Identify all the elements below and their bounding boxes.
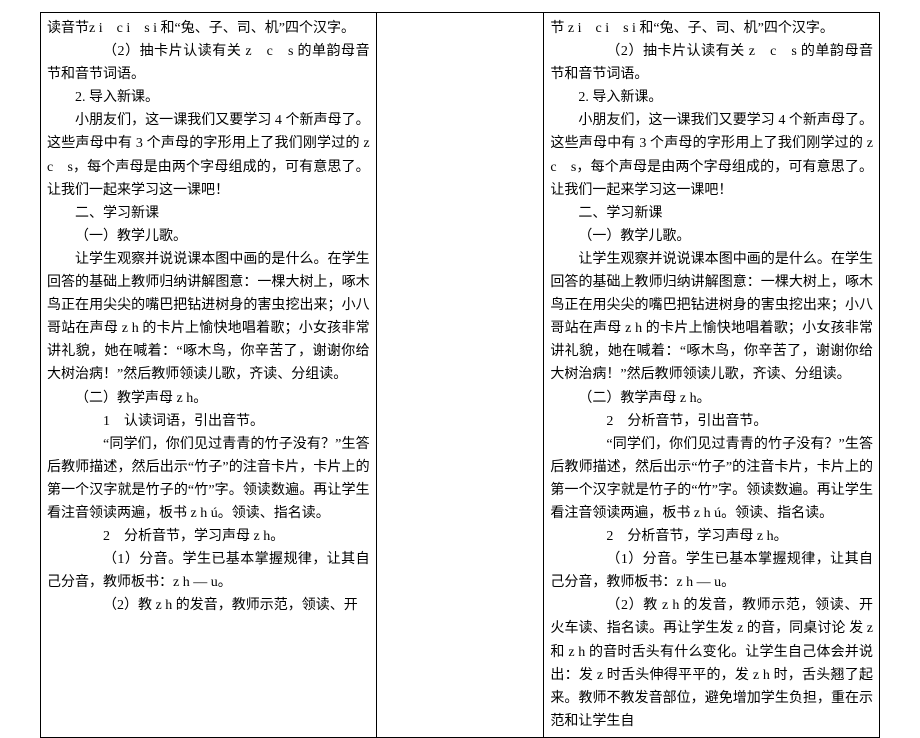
text-line: （2）教 z h 的发音，教师示范，领读、开 [47, 594, 370, 617]
text-line: 2. 导入新课。 [47, 86, 370, 109]
text-line: （2）抽卡片认读有关 z c s 的单韵母音节和音节词语。 [550, 40, 873, 86]
document-page: 读音节z i c i s i 和“兔、子、司、机”四个汉字。 （2）抽卡片认读有… [0, 0, 920, 651]
text-line: 二、学习新课 [47, 202, 370, 225]
middle-column [376, 13, 544, 738]
left-column: 读音节z i c i s i 和“兔、子、司、机”四个汉字。 （2）抽卡片认读有… [41, 13, 377, 738]
text-line: 二、学习新课 [550, 202, 873, 225]
text-line: “同学们，你们见过青青的竹子没有？”生答后教师描述，然后出示“竹子”的注音卡片，… [550, 433, 873, 525]
text-line: （2）教 z h 的发音，教师示范，领读、开火车读、指名读。再让学生发 z 的音… [550, 594, 873, 733]
text-line: 2 分析音节，学习声母 z h。 [550, 525, 873, 548]
text-line: 让学生观察并说说课本图中画的是什么。在学生回答的基础上教师归纳讲解图意：一棵大树… [47, 248, 370, 387]
layout-table: 读音节z i c i s i 和“兔、子、司、机”四个汉字。 （2）抽卡片认读有… [40, 12, 880, 738]
text-line: （二）教学声母 z h。 [550, 387, 873, 410]
text-line: （二）教学声母 z h。 [47, 387, 370, 410]
text-line: （2）抽卡片认读有关 z c s 的单韵母音节和音节词语。 [47, 40, 370, 86]
text-line: 1 认读词语，引出音节。 [47, 410, 370, 433]
text-line: 读音节z i c i s i 和“兔、子、司、机”四个汉字。 [47, 17, 370, 40]
text-line: 小朋友们，这一课我们又要学习 4 个新声母了。这些声母中有 3 个声母的字形用上… [47, 109, 370, 201]
text-line: 2. 导入新课。 [550, 86, 873, 109]
text-line: 让学生观察并说说课本图中画的是什么。在学生回答的基础上教师归纳讲解图意：一棵大树… [550, 248, 873, 387]
text-line: 2 分析音节，引出音节。 [550, 410, 873, 433]
right-column: 节 z i c i s i 和“兔、子、司、机”四个汉字。 （2）抽卡片认读有关… [544, 13, 880, 738]
text-line: （1）分音。学生已基本掌握规律，让其自己分音，教师板书：z h — u。 [550, 548, 873, 594]
text-line: 小朋友们，这一课我们又要学习 4 个新声母了。这些声母中有 3 个声母的字形用上… [550, 109, 873, 201]
text-line: 节 z i c i s i 和“兔、子、司、机”四个汉字。 [550, 17, 873, 40]
text-line: （1）分音。学生已基本掌握规律，让其自己分音，教师板书：z h — u。 [47, 548, 370, 594]
text-line: （一）教学儿歌。 [47, 225, 370, 248]
text-line: （一）教学儿歌。 [550, 225, 873, 248]
text-line: “同学们，你们见过青青的竹子没有？”生答后教师描述，然后出示“竹子”的注音卡片，… [47, 433, 370, 525]
text-line: 2 分析音节，学习声母 z h。 [47, 525, 370, 548]
